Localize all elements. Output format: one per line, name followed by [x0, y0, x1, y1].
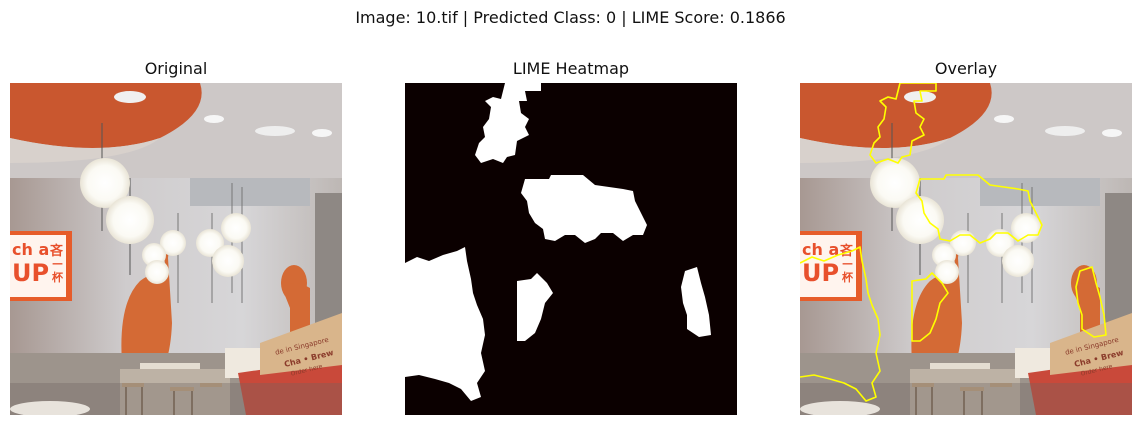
- panel-original: Original: [10, 58, 342, 80]
- overlay-sign-text-line1-cjk: 吝: [839, 243, 854, 259]
- overlay-sign-text-line2-dash: —: [842, 257, 853, 270]
- heatmap-region-top: [475, 83, 541, 163]
- sign-text-line1-cjk: 吝: [49, 243, 64, 259]
- overlay-boundary-top: [869, 83, 937, 164]
- overlay-image: ch a 吝 UP — 杯 de in Singapore Cha • Brew…: [800, 83, 1132, 415]
- sign-text-line1: ch a: [12, 240, 49, 259]
- sign-text-line2-dash: —: [52, 257, 63, 270]
- panel-title-heatmap: LIME Heatmap: [512, 59, 630, 78]
- panel-overlay: Overlay: [800, 58, 1132, 80]
- original-image: ch a 吝 UP — 杯 de in Singapore Cha • Brew…: [10, 83, 342, 415]
- lime-heatmap-image: [405, 83, 737, 415]
- sign-text-line2-cjk: 杯: [52, 270, 64, 284]
- overlay-sign-text-line2-cjk: 杯: [842, 270, 854, 284]
- heatmap-region-bear: [517, 273, 553, 341]
- panel-heatmap: LIME Heatmap: [405, 58, 737, 80]
- overlay-boundary-left: [800, 246, 881, 402]
- panel-title-overlay: Overlay: [934, 59, 998, 78]
- overlay-boundary-right: [1075, 266, 1107, 338]
- heatmap-region-left: [405, 247, 485, 401]
- panel-title-original: Original: [144, 59, 208, 78]
- figure-suptitle: Image: 10.tif | Predicted Class: 0 | LIM…: [355, 8, 786, 27]
- sign-text-line2: UP: [12, 259, 49, 287]
- overlay-boundary-center: [915, 174, 1043, 244]
- overlay-sign-text-line1: ch a: [802, 240, 839, 259]
- heatmap-region-center: [521, 175, 647, 243]
- overlay-boundary-bear: [911, 272, 949, 342]
- heatmap-region-right: [681, 267, 711, 337]
- overlay-sign-text-line2: UP: [802, 259, 839, 287]
